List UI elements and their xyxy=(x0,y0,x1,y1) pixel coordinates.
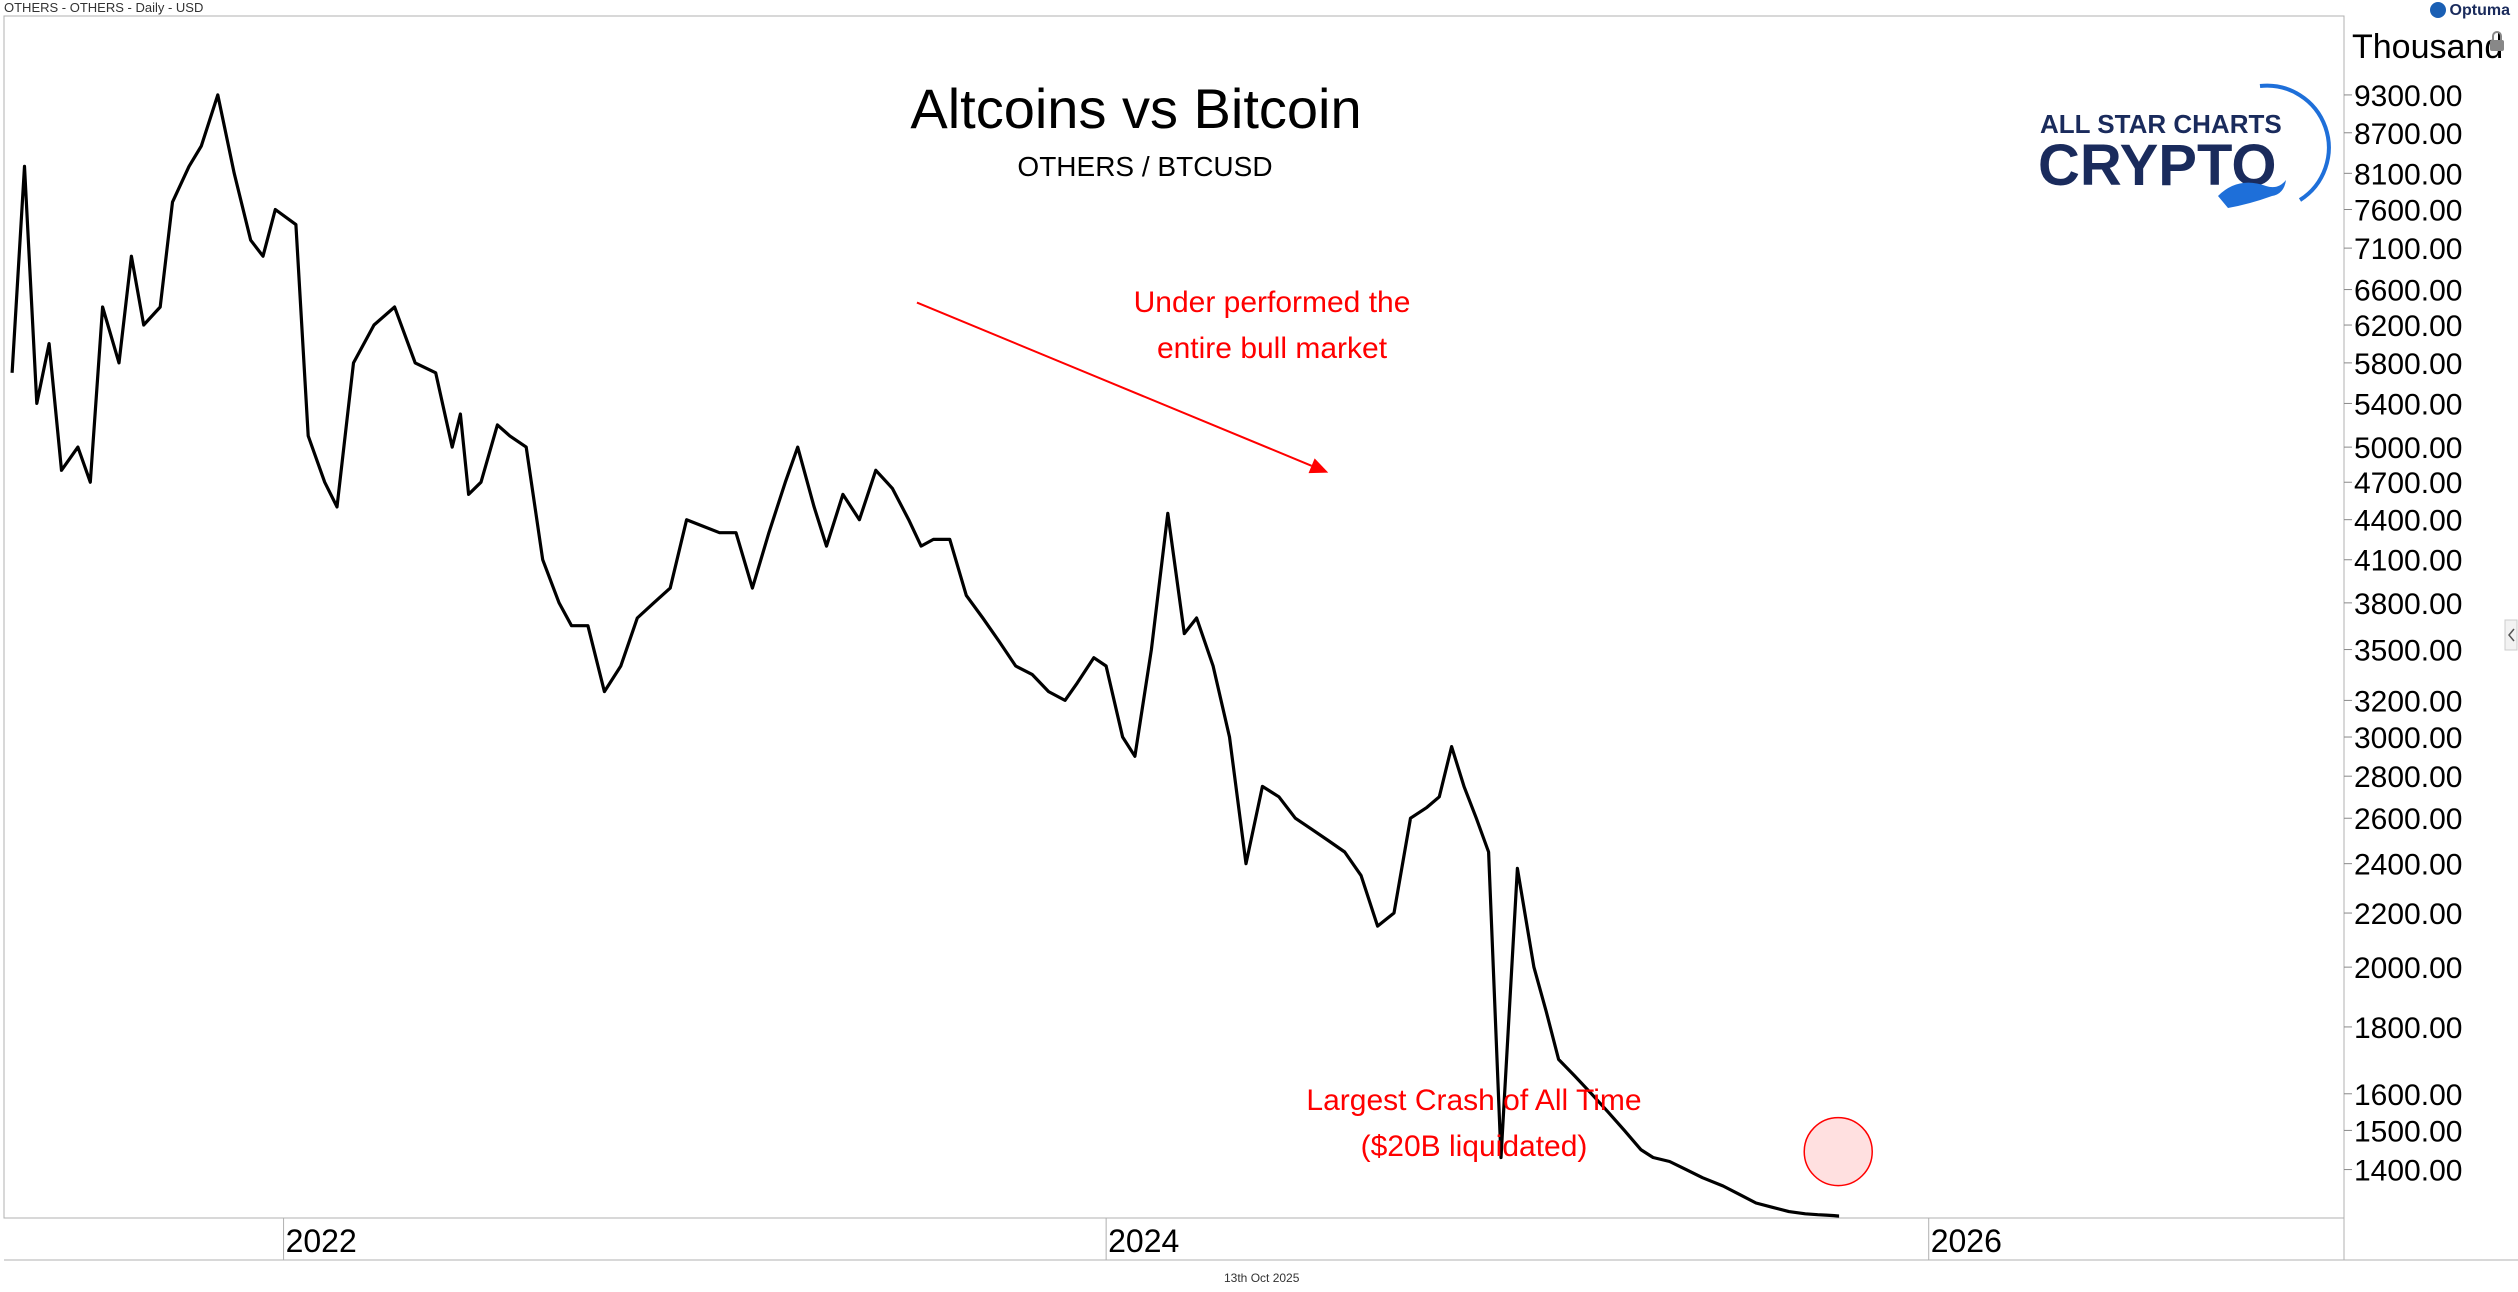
logo-line1: ALL STAR CHARTS xyxy=(2040,109,2282,139)
annotation-underperformed-line2: entire bull market xyxy=(1157,332,1388,365)
y-tick-label: 3800.00 xyxy=(2354,588,2462,621)
x-tick-label: 2022 xyxy=(286,1223,357,1259)
chart-subtitle: OTHERS / BTCUSD xyxy=(1017,151,1272,182)
y-tick-label: 1800.00 xyxy=(2354,1012,2462,1045)
annotation-underperformed-line1: Under performed the xyxy=(1134,286,1411,319)
y-tick-label: 1600.00 xyxy=(2354,1079,2462,1112)
annotation-arrow xyxy=(916,301,1312,467)
whale-icon xyxy=(2218,180,2286,208)
x-tick-labels: 2022202420262028 xyxy=(283,1218,2002,1260)
annotation-crash-circle xyxy=(1803,1116,1873,1187)
y-tick-label: 8100.00 xyxy=(2354,158,2462,191)
chart-title: Altcoins vs Bitcoin xyxy=(910,77,1361,140)
y-tick-label: 4100.00 xyxy=(2354,545,2462,578)
y-tick-label: 2600.00 xyxy=(2354,803,2462,836)
y-tick-label: 7600.00 xyxy=(2354,194,2462,227)
y-tick-label: 4400.00 xyxy=(2354,505,2462,538)
y-unit-label: Thousand xyxy=(2352,28,2503,66)
y-tick-label: 9300.00 xyxy=(2354,80,2462,113)
optuma-brand: Optuma xyxy=(2429,2,2510,20)
y-tick-label: 6600.00 xyxy=(2354,275,2462,308)
y-grid xyxy=(2344,94,2352,1171)
y-tick-label: 3000.00 xyxy=(2354,722,2462,755)
annotation-arrowhead xyxy=(1308,458,1329,474)
lock-icon[interactable] xyxy=(2490,31,2504,51)
optuma-logo-icon xyxy=(2429,2,2446,18)
logo-arc xyxy=(2259,83,2331,202)
optuma-brand-label: Optuma xyxy=(2449,2,2510,19)
annotation-crash-line2: ($20B liquidated) xyxy=(1361,1130,1588,1163)
y-tick-label: 4700.00 xyxy=(2354,467,2462,500)
y-tick-label: 2400.00 xyxy=(2354,849,2462,882)
chart-status-text: OTHERS - OTHERS - Daily - USD xyxy=(4,0,204,15)
y-tick-label: 7100.00 xyxy=(2354,233,2462,266)
x-tick-label: 2024 xyxy=(1108,1223,1179,1259)
y-tick-label: 2000.00 xyxy=(2354,952,2462,985)
y-tick-label: 5800.00 xyxy=(2354,348,2462,381)
y-tick-label: 5000.00 xyxy=(2354,432,2462,465)
annotation-crash-line1: Largest Crash of All Time xyxy=(1306,1084,1641,1117)
y-tick-label: 8700.00 xyxy=(2354,118,2462,151)
all-star-charts-logo: ALL STAR CHARTS CRYPTO xyxy=(2038,83,2331,208)
y-tick-label: 3200.00 xyxy=(2354,685,2462,718)
y-tick-label: 1500.00 xyxy=(2354,1115,2462,1148)
series-line-others-btcusd xyxy=(10,93,1840,1218)
y-tick-label: 3500.00 xyxy=(2354,635,2462,668)
footer-date: 13th Oct 2025 xyxy=(1224,1271,1300,1285)
y-tick-label: 5400.00 xyxy=(2354,388,2462,421)
y-tick-label: 1400.00 xyxy=(2354,1155,2462,1188)
plot-frame xyxy=(3,15,2345,1219)
y-tick-label: 2200.00 xyxy=(2354,898,2462,931)
collapse-panel-icon[interactable] xyxy=(2504,619,2518,651)
x-tick-label: 2026 xyxy=(1931,1223,2002,1259)
y-tick-label: 6200.00 xyxy=(2354,310,2462,343)
y-tick-label: 2800.00 xyxy=(2354,761,2462,794)
